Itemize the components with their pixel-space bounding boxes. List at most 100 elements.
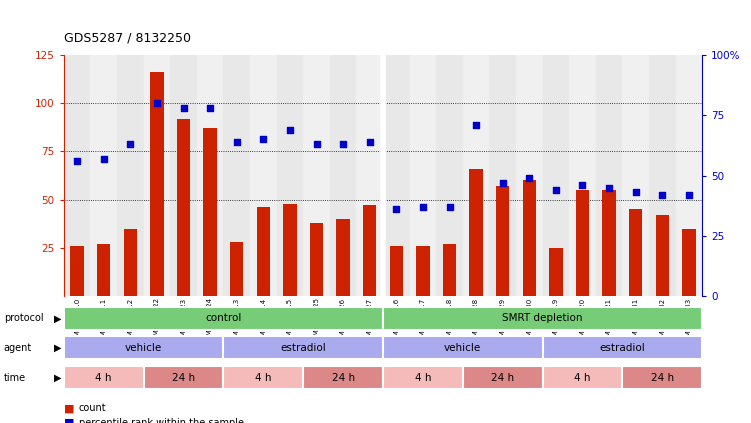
Point bbox=[284, 126, 296, 133]
Point bbox=[177, 104, 189, 111]
Bar bbox=[463, 366, 542, 389]
Bar bbox=[197, 55, 224, 296]
Point bbox=[151, 100, 163, 107]
Bar bbox=[177, 118, 190, 296]
Text: percentile rank within the sample: percentile rank within the sample bbox=[79, 418, 244, 423]
Bar bbox=[383, 307, 702, 330]
Bar bbox=[516, 55, 543, 296]
Point bbox=[550, 187, 562, 193]
Bar bbox=[64, 366, 143, 389]
Text: 24 h: 24 h bbox=[650, 373, 674, 382]
Bar bbox=[204, 128, 217, 296]
Bar bbox=[143, 55, 170, 296]
Text: control: control bbox=[205, 313, 242, 323]
Text: ▶: ▶ bbox=[54, 313, 62, 323]
Bar bbox=[64, 307, 383, 330]
Text: ▶: ▶ bbox=[54, 373, 62, 382]
Bar bbox=[463, 55, 490, 296]
Point bbox=[523, 175, 535, 181]
Bar bbox=[230, 242, 243, 296]
Bar bbox=[623, 55, 649, 296]
Text: agent: agent bbox=[4, 343, 32, 353]
Point bbox=[71, 158, 83, 165]
Bar bbox=[682, 228, 695, 296]
Bar bbox=[623, 366, 702, 389]
Point bbox=[258, 136, 270, 143]
Bar bbox=[97, 244, 110, 296]
Bar bbox=[143, 366, 224, 389]
Bar bbox=[629, 209, 642, 296]
Bar bbox=[250, 55, 276, 296]
Text: vehicle: vehicle bbox=[125, 343, 162, 353]
Point bbox=[656, 192, 668, 198]
Bar bbox=[523, 180, 536, 296]
Bar bbox=[676, 55, 702, 296]
Bar bbox=[569, 55, 596, 296]
Text: 4 h: 4 h bbox=[255, 373, 272, 382]
Bar bbox=[363, 206, 376, 296]
Bar bbox=[496, 186, 509, 296]
Bar bbox=[224, 336, 383, 360]
Bar bbox=[310, 223, 323, 296]
Bar bbox=[303, 55, 330, 296]
Bar bbox=[64, 55, 90, 296]
Text: 24 h: 24 h bbox=[491, 373, 514, 382]
Bar bbox=[469, 169, 483, 296]
Text: ■: ■ bbox=[64, 418, 74, 423]
Bar bbox=[596, 55, 623, 296]
Text: protocol: protocol bbox=[4, 313, 44, 323]
Bar bbox=[542, 366, 623, 389]
Bar bbox=[357, 55, 383, 296]
Bar bbox=[383, 336, 542, 360]
Text: estradiol: estradiol bbox=[280, 343, 326, 353]
Bar bbox=[170, 55, 197, 296]
Bar bbox=[443, 244, 456, 296]
Point bbox=[629, 189, 641, 196]
Bar bbox=[490, 55, 516, 296]
Bar bbox=[383, 55, 409, 296]
Bar bbox=[276, 55, 303, 296]
Bar bbox=[416, 246, 430, 296]
Bar bbox=[224, 55, 250, 296]
Point bbox=[603, 184, 615, 191]
Text: time: time bbox=[4, 373, 26, 382]
Bar bbox=[602, 190, 616, 296]
Bar bbox=[649, 55, 676, 296]
Point bbox=[683, 192, 695, 198]
Bar bbox=[336, 219, 350, 296]
Bar bbox=[150, 72, 164, 296]
Point bbox=[310, 141, 322, 148]
Text: 4 h: 4 h bbox=[415, 373, 431, 382]
Bar bbox=[330, 55, 357, 296]
Bar bbox=[409, 55, 436, 296]
Bar bbox=[576, 190, 589, 296]
Point bbox=[496, 179, 508, 186]
Text: vehicle: vehicle bbox=[444, 343, 481, 353]
Point bbox=[125, 141, 137, 148]
Bar bbox=[124, 228, 137, 296]
Bar bbox=[436, 55, 463, 296]
Bar bbox=[549, 248, 562, 296]
Text: 4 h: 4 h bbox=[575, 373, 591, 382]
Bar bbox=[117, 55, 143, 296]
Text: ■: ■ bbox=[64, 403, 74, 413]
Text: GDS5287 / 8132250: GDS5287 / 8132250 bbox=[64, 31, 191, 44]
Bar bbox=[390, 246, 403, 296]
Bar bbox=[542, 336, 702, 360]
Point bbox=[231, 138, 243, 145]
Text: count: count bbox=[79, 403, 107, 413]
Point bbox=[577, 182, 589, 189]
Point bbox=[337, 141, 349, 148]
Bar bbox=[303, 366, 383, 389]
Text: ▶: ▶ bbox=[54, 343, 62, 353]
Bar bbox=[656, 215, 669, 296]
Bar bbox=[64, 336, 224, 360]
Text: estradiol: estradiol bbox=[599, 343, 645, 353]
Bar bbox=[90, 55, 117, 296]
Text: 24 h: 24 h bbox=[172, 373, 195, 382]
Text: 24 h: 24 h bbox=[331, 373, 354, 382]
Point bbox=[470, 121, 482, 128]
Point bbox=[444, 203, 456, 210]
Bar bbox=[257, 207, 270, 296]
Bar bbox=[224, 366, 303, 389]
